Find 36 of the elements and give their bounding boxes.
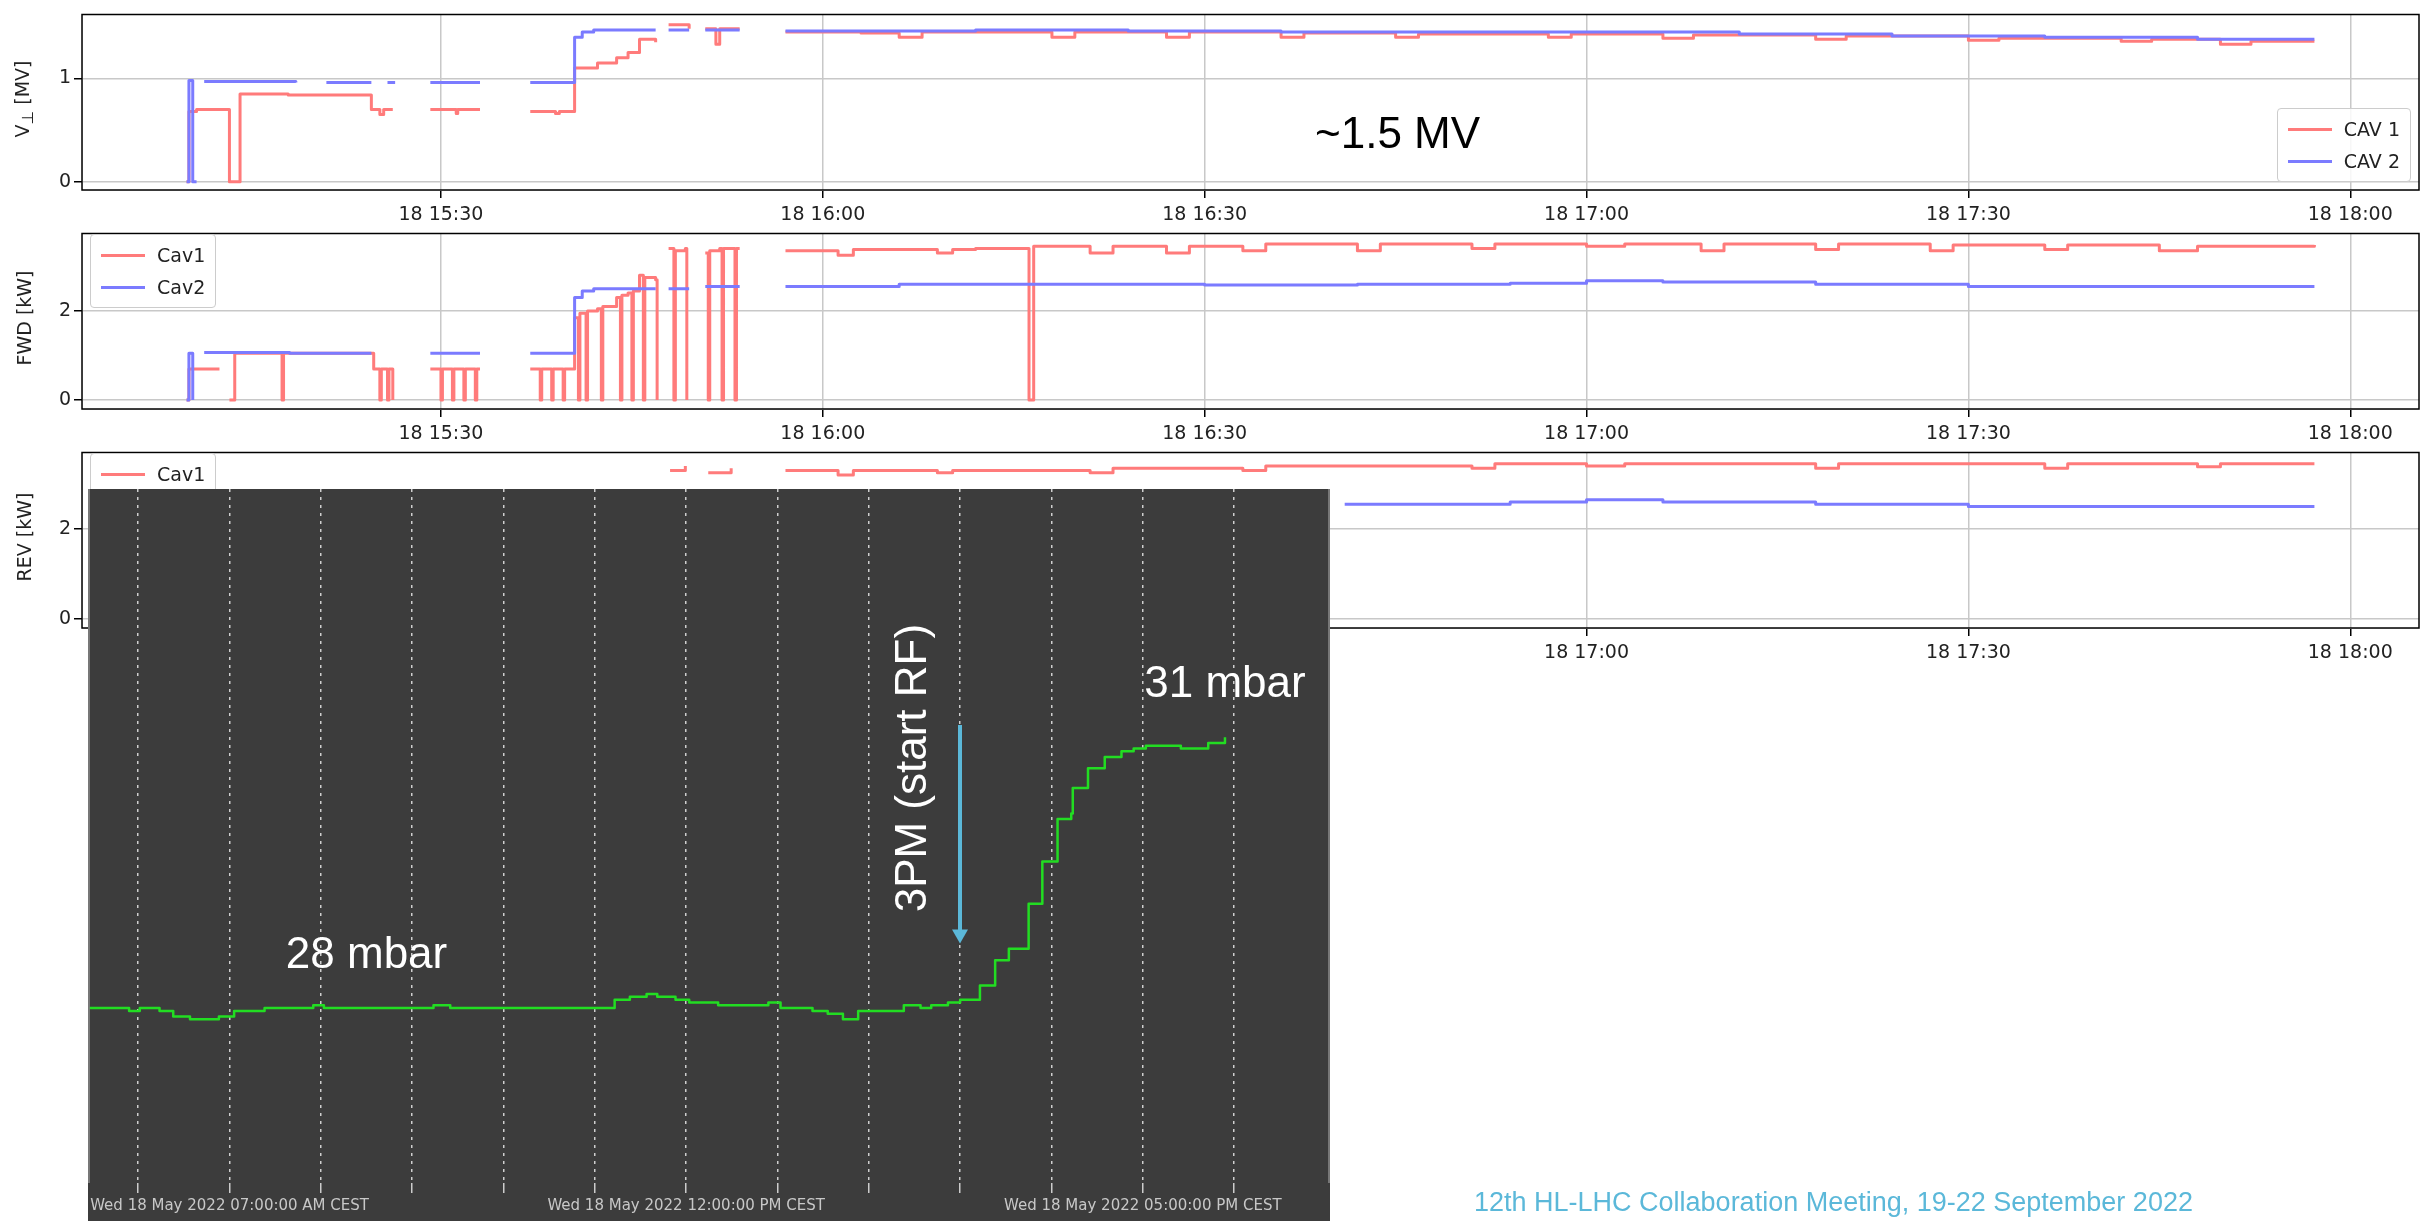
- x-tick-label: 18 16:30: [1162, 202, 1248, 225]
- annotation: ~1.5 MV: [1315, 108, 1481, 158]
- x-tick-label: Wed 18 May 2022 05:00:00 PM CEST: [1004, 1195, 1283, 1214]
- x-tick-label: 18 17:30: [1925, 202, 2011, 225]
- ref-line-label: 3PM (start RF): [886, 623, 936, 913]
- text: 12th HL-LHC Collaboration Meeting, 19-22 September 2022: [1474, 1187, 2193, 1218]
- annotation: 31 mbar: [1144, 657, 1306, 707]
- x-tick-label: 18 17:30: [1925, 640, 2011, 663]
- x-tick-label: 18 16:00: [780, 202, 866, 225]
- x-tick-label: 18 16:30: [1162, 421, 1248, 444]
- x-tick-label: 18 16:00: [780, 421, 866, 444]
- x-tick-label: 18 15:30: [398, 202, 484, 225]
- y-tick-label: 0: [58, 168, 71, 191]
- x-tick-label: 18 18:00: [2307, 421, 2393, 444]
- x-tick-label: Wed 18 May 2022 07:00:00 AM CEST: [90, 1195, 370, 1214]
- x-tick-label: 18 17:00: [1544, 640, 1630, 663]
- x-tick-label: 18 17:30: [1925, 421, 2011, 444]
- legend-label: Cav1: [157, 243, 206, 268]
- x-tick-label: 18 17:00: [1544, 421, 1630, 444]
- x-tick-label: 18 18:00: [2307, 640, 2393, 663]
- y-tick-label: 1: [58, 65, 71, 88]
- legend-label: CAV 1: [2343, 117, 2400, 142]
- x-tick-label: 18 17:00: [1544, 202, 1630, 225]
- y-axis-title: FWD [kW]: [13, 270, 35, 365]
- y-tick-label: 2: [58, 515, 71, 538]
- annotation: 28 mbar: [285, 928, 448, 978]
- x-tick-label: 18 15:30: [398, 421, 484, 444]
- y-tick-label: 0: [58, 605, 71, 628]
- legend-label: CAV 2: [2343, 149, 2400, 174]
- y-tick-label: 2: [58, 297, 71, 320]
- y-tick-label: 0: [58, 387, 71, 410]
- x-tick-label: Wed 18 May 2022 12:00:00 PM CEST: [547, 1195, 826, 1214]
- legend-label: Cav1: [157, 462, 206, 487]
- legend-label: Cav2: [157, 275, 206, 300]
- y-axis-title: REV [kW]: [13, 492, 35, 581]
- x-tick-label: 18 18:00: [2307, 202, 2393, 225]
